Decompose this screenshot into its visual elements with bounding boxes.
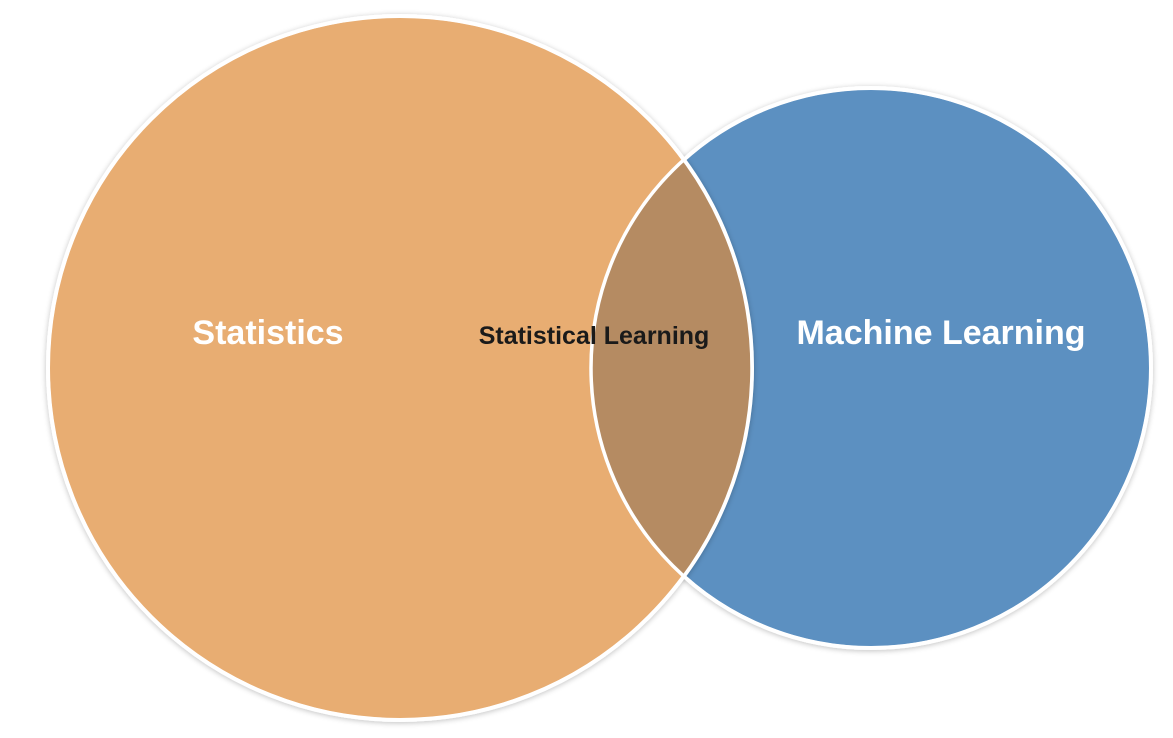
machine-learning-outline (589, 86, 1153, 650)
statistics-label: Statistics (192, 314, 343, 352)
machine-learning-label: Machine Learning (796, 314, 1085, 352)
statistical-learning-label: Statistical Learning (479, 322, 710, 350)
statistics-outline (46, 14, 754, 722)
